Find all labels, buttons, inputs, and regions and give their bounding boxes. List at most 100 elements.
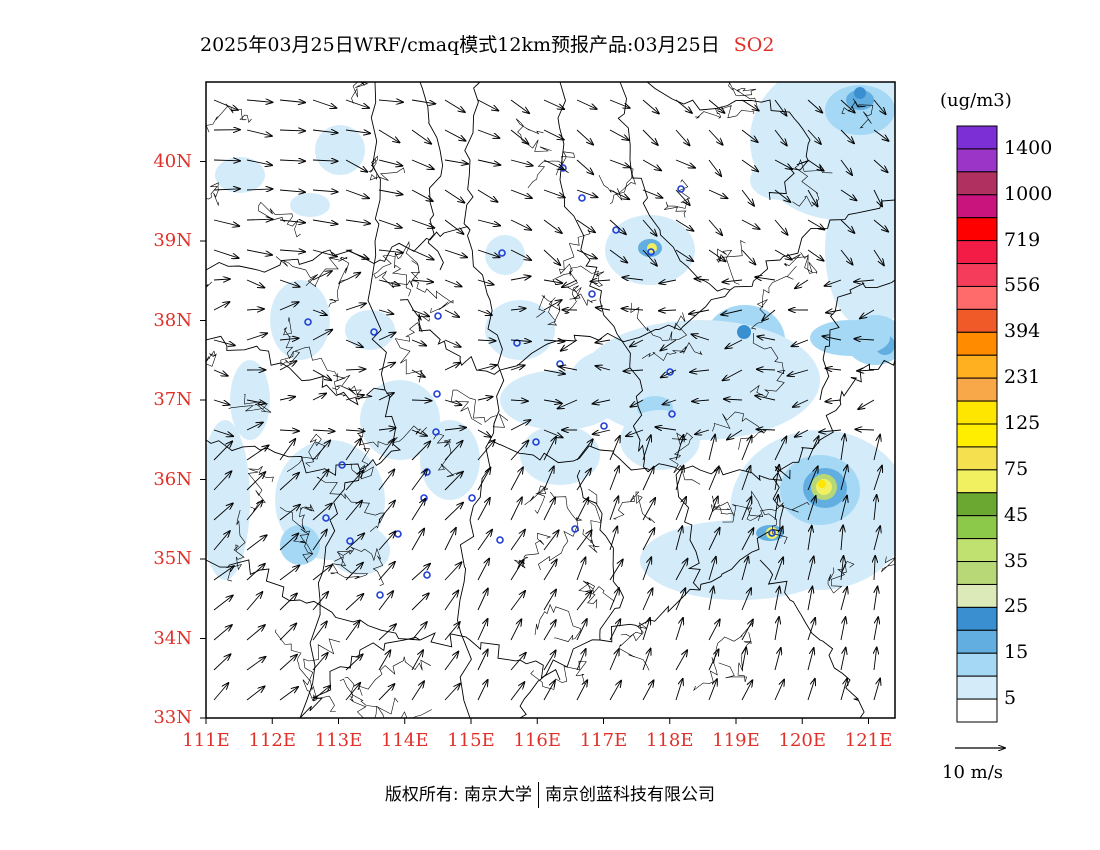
concentration-hotspot (737, 325, 751, 339)
boundary-line (557, 82, 603, 301)
wind-arrow (279, 250, 305, 252)
wind-arrow (874, 495, 877, 521)
wind-arrow (840, 159, 852, 175)
wind-arrow (854, 339, 875, 340)
legend-label-45: 45 (1004, 503, 1029, 526)
wind-arrow (213, 503, 233, 521)
wind-arrow (660, 339, 677, 351)
station-marker (370, 328, 378, 336)
wind-arrow (378, 591, 393, 611)
wind-arrow (213, 625, 232, 641)
wind-arrow (807, 249, 824, 261)
concentration-area (620, 410, 700, 470)
wind-arrow (774, 557, 783, 581)
wind-arrow (411, 469, 427, 491)
wind-arrow (411, 529, 424, 551)
county-boundary (746, 502, 810, 522)
wind-arrow (543, 498, 555, 521)
county-boundary (641, 341, 703, 362)
wind-arrow (708, 557, 716, 581)
wind-arrow (576, 591, 591, 611)
wind-arrow (543, 560, 557, 581)
concentration-area (315, 125, 365, 175)
wind-arrow (840, 129, 854, 143)
wind-arrow (477, 559, 489, 581)
county-boundary (433, 433, 463, 478)
wind-arrow (444, 309, 459, 317)
wind-arrow (477, 309, 492, 315)
wind-arrow (279, 397, 295, 400)
wind-arrow (723, 369, 743, 380)
wind-arrow (775, 495, 778, 521)
legend-label-556: 556 (1004, 274, 1041, 297)
wind-arrow (807, 648, 814, 671)
wind-arrow (622, 277, 644, 280)
wind-arrow (840, 648, 846, 671)
lat-label-37N: 37N (153, 389, 192, 410)
wind-arrow (873, 526, 880, 551)
wind-arrow (345, 621, 360, 641)
station-marker (433, 390, 441, 398)
wind-arrow (510, 619, 521, 641)
legend-label-125: 125 (1004, 412, 1041, 434)
wind-arrow (624, 370, 644, 371)
legend-swatch (956, 148, 998, 173)
wind-arrow (444, 339, 461, 347)
boundary-line (419, 82, 444, 271)
wind-arrow (444, 528, 456, 551)
wind-arrow (279, 279, 300, 287)
county-boundary (292, 528, 314, 563)
wind-arrow (723, 280, 743, 282)
wind-arrow (792, 339, 809, 346)
legend-swatch (956, 217, 998, 242)
county-boundary (206, 182, 219, 206)
wind-arrow (477, 159, 500, 165)
legend-swatch (956, 377, 998, 402)
wind-arrow (444, 399, 461, 405)
wind-arrow (477, 619, 488, 641)
wind-arrow (774, 680, 784, 701)
wind-arrow (642, 99, 659, 114)
legend-swatch (956, 308, 998, 333)
wind-arrow (312, 99, 336, 108)
wind-arrow (444, 503, 463, 521)
wind-arrow (873, 679, 880, 701)
legend-label-719: 719 (1004, 228, 1041, 251)
wind-arrow (543, 400, 561, 403)
station-marker (376, 591, 384, 599)
county-boundary (552, 265, 605, 287)
station-marker (588, 290, 596, 298)
wind-arrow (246, 564, 265, 581)
wind-arrow (689, 309, 710, 314)
wind-arrow (708, 189, 727, 198)
wind-arrow (477, 440, 495, 461)
wind-arrow (593, 400, 611, 404)
wind-arrow (724, 399, 743, 400)
wind-arrow (873, 189, 882, 206)
copyright-company: 南京创蓝科技有限公司 (545, 785, 716, 805)
county-boundary (275, 256, 340, 287)
legend-label-25: 25 (1004, 595, 1029, 618)
wind-arrow (477, 99, 498, 111)
concentration-area (330, 525, 390, 575)
wind-arrow (576, 99, 597, 109)
wind-arrow (312, 504, 332, 521)
wind-arrow (543, 249, 560, 265)
wind-arrow (246, 309, 264, 310)
legend-swatch (956, 515, 998, 540)
wind-arrow (576, 469, 591, 491)
wind-arrow (510, 340, 531, 342)
wind-arrow (510, 420, 530, 431)
concentration-area (290, 193, 330, 217)
wind-arrow (411, 249, 434, 260)
wind-arrow (543, 219, 562, 233)
station-marker (423, 571, 431, 579)
wind-arrow (757, 369, 776, 370)
wind-arrow (841, 556, 844, 581)
county-boundary (783, 252, 818, 274)
wind-arrow (444, 249, 467, 257)
legend-swatch (956, 423, 998, 448)
wind-arrow (819, 430, 842, 432)
wind-arrow (345, 249, 369, 259)
wind-arrow (279, 100, 305, 103)
